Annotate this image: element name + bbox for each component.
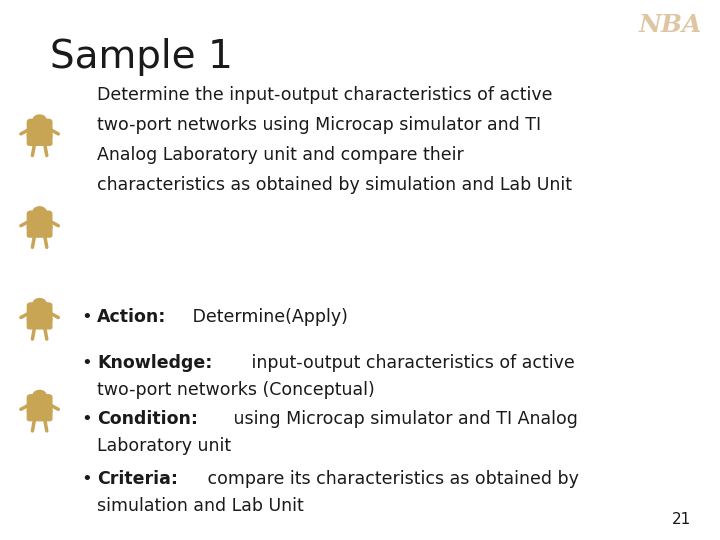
Text: Criteria:: Criteria: (97, 470, 179, 488)
FancyBboxPatch shape (27, 225, 52, 237)
FancyBboxPatch shape (27, 317, 52, 329)
FancyBboxPatch shape (27, 409, 52, 421)
Text: Analog Laboratory unit and compare their: Analog Laboratory unit and compare their (97, 146, 464, 164)
Text: characteristics as obtained by simulation and Lab Unit: characteristics as obtained by simulatio… (97, 176, 572, 193)
Text: Sample 1: Sample 1 (50, 38, 233, 76)
Text: Knowledge:: Knowledge: (97, 354, 212, 372)
FancyBboxPatch shape (27, 395, 52, 414)
Circle shape (33, 207, 46, 217)
FancyBboxPatch shape (27, 119, 52, 139)
Text: •: • (81, 308, 92, 326)
Text: •: • (81, 410, 92, 428)
Text: •: • (81, 470, 92, 488)
Circle shape (33, 390, 46, 400)
Text: two-port networks using Microcap simulator and TI: two-port networks using Microcap simulat… (97, 116, 541, 134)
Text: •: • (81, 354, 92, 372)
Text: Action:: Action: (97, 308, 166, 326)
Text: compare its characteristics as obtained by: compare its characteristics as obtained … (202, 470, 579, 488)
Text: Determine(Apply): Determine(Apply) (186, 308, 348, 326)
Text: Condition:: Condition: (97, 410, 198, 428)
Text: simulation and Lab Unit: simulation and Lab Unit (97, 497, 304, 515)
Text: NBA: NBA (639, 14, 702, 37)
Text: Laboratory unit: Laboratory unit (97, 437, 231, 455)
Text: 21: 21 (672, 511, 691, 526)
Text: two-port networks (Conceptual): two-port networks (Conceptual) (97, 381, 375, 399)
Text: using Microcap simulator and TI Analog: using Microcap simulator and TI Analog (228, 410, 577, 428)
Circle shape (33, 299, 46, 308)
FancyBboxPatch shape (27, 303, 52, 322)
Text: input-output characteristics of active: input-output characteristics of active (246, 354, 575, 372)
FancyBboxPatch shape (27, 133, 52, 145)
Circle shape (33, 115, 46, 125)
Text: Determine the input-output characteristics of active: Determine the input-output characteristi… (97, 86, 553, 104)
FancyBboxPatch shape (27, 211, 52, 231)
